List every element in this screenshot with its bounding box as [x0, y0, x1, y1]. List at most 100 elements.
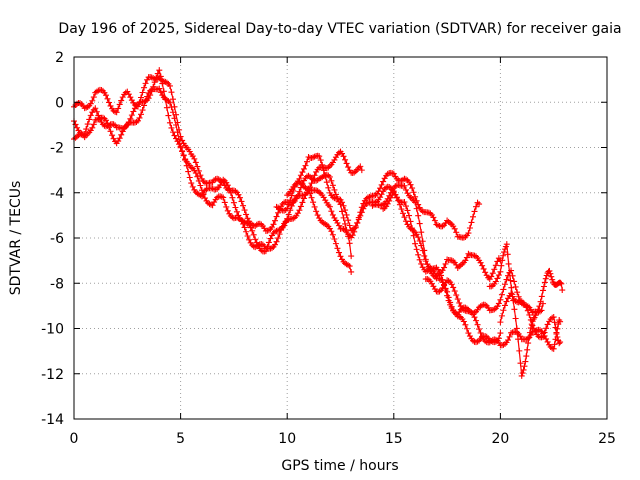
data-point — [84, 121, 91, 128]
data-point — [104, 95, 111, 102]
y-tick-label: -4 — [50, 186, 64, 202]
data-point — [236, 194, 243, 201]
data-point — [540, 283, 547, 290]
data-point — [402, 186, 409, 193]
data-point — [466, 225, 473, 232]
data-point — [524, 307, 531, 314]
data-point — [194, 173, 201, 180]
data-point — [118, 131, 125, 138]
data-point — [526, 311, 533, 318]
data-point — [514, 289, 521, 296]
data-point — [354, 220, 361, 227]
data-point — [128, 97, 135, 104]
data-point — [402, 203, 409, 210]
series-sat-j — [497, 290, 564, 347]
series-sat-a — [71, 73, 355, 260]
plot-frame — [73, 56, 608, 420]
data-point — [499, 257, 506, 264]
data-point — [436, 269, 443, 276]
data-point — [328, 208, 335, 215]
data-point — [311, 203, 318, 210]
data-point — [157, 73, 164, 80]
data-point — [169, 96, 176, 103]
data-point — [185, 168, 192, 175]
data-point — [138, 111, 145, 118]
data-point — [497, 330, 504, 337]
data-point — [329, 211, 336, 218]
data-point — [497, 268, 504, 275]
data-point — [471, 314, 478, 321]
data-point — [520, 366, 527, 373]
data-point — [505, 337, 512, 344]
data-point — [492, 262, 499, 269]
data-point — [355, 216, 362, 223]
data-point — [430, 283, 437, 290]
data-point — [540, 287, 547, 294]
data-point — [444, 292, 451, 299]
data-point — [337, 253, 344, 260]
data-point — [412, 199, 419, 206]
data-point — [104, 120, 111, 127]
data-point — [476, 201, 483, 208]
data-point — [109, 132, 116, 139]
data-point — [325, 184, 332, 191]
data-point — [113, 109, 120, 116]
data-point — [451, 225, 458, 232]
data-point — [541, 329, 548, 336]
series-sat-g — [380, 189, 547, 318]
data-point — [537, 298, 544, 305]
data-point — [506, 269, 513, 276]
data-point — [288, 202, 295, 209]
data-point — [246, 236, 253, 243]
data-point — [533, 309, 540, 316]
data-point — [527, 316, 534, 323]
data-point — [285, 201, 292, 208]
data-point — [358, 209, 365, 216]
data-point — [107, 102, 114, 109]
data-point — [90, 94, 97, 101]
data-point — [243, 228, 250, 235]
data-point — [331, 186, 338, 193]
data-point — [342, 207, 349, 214]
data-point — [515, 293, 522, 300]
data-point — [74, 124, 81, 131]
data-point — [346, 222, 353, 229]
data-point — [495, 272, 502, 279]
data-point — [278, 227, 285, 234]
data-point — [456, 299, 463, 306]
data-point — [503, 276, 510, 283]
data-point — [299, 169, 306, 176]
data-point — [177, 143, 184, 150]
data-point — [90, 121, 97, 128]
data-point — [188, 180, 195, 187]
data-point — [240, 202, 247, 209]
data-point — [348, 268, 355, 275]
data-point — [319, 161, 326, 168]
data-point — [151, 79, 158, 86]
data-point — [235, 191, 242, 198]
y-tick-label: -14 — [41, 412, 64, 428]
data-point — [556, 340, 563, 347]
data-point — [116, 101, 123, 108]
data-point — [386, 197, 393, 204]
data-point — [416, 220, 423, 227]
data-point — [463, 325, 470, 332]
data-point — [102, 117, 109, 124]
data-point — [489, 270, 496, 277]
data-point — [473, 317, 480, 324]
data-point — [515, 336, 522, 343]
data-point — [439, 276, 446, 283]
data-point — [119, 128, 126, 135]
y-tick-label: -10 — [41, 322, 64, 338]
data-point — [524, 346, 531, 353]
series-sat-i — [486, 241, 566, 379]
data-point — [275, 209, 282, 216]
data-point — [141, 102, 148, 109]
data-point — [544, 321, 551, 328]
data-point — [332, 240, 339, 247]
data-point — [471, 208, 478, 215]
data-point — [422, 258, 429, 265]
data-point — [267, 235, 274, 242]
data-point — [316, 153, 323, 160]
data-point — [416, 256, 423, 263]
